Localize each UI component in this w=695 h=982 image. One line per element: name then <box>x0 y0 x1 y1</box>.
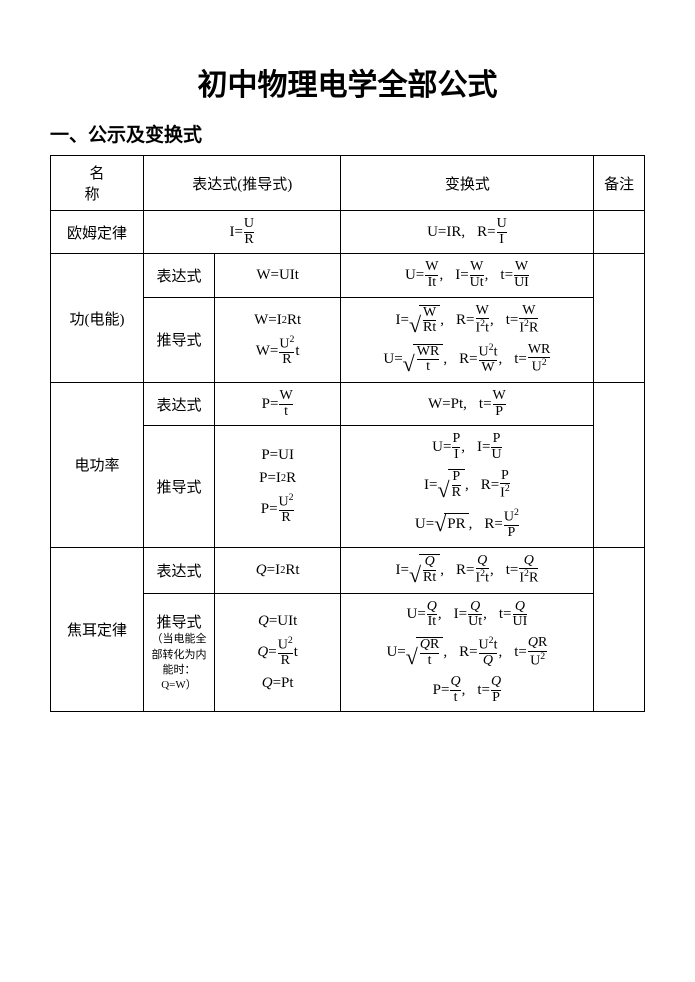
table-header-row: 名 称 表达式(推导式) 变换式 备注 <box>51 156 645 211</box>
cell-joule-derive-label: 推导式 <box>148 611 210 632</box>
cell-work-expr: W=UIt <box>214 254 340 297</box>
th-trans: 变换式 <box>341 156 594 211</box>
cell-ohm-trans: U=IR, R=UI <box>341 211 594 254</box>
cell-power-name: 电功率 <box>51 382 144 547</box>
cell-work-derive: W=I2Rt W=U2Rt <box>214 297 340 382</box>
cell-ohm-name: 欧姆定律 <box>51 211 144 254</box>
formula-table: 名 称 表达式(推导式) 变换式 备注 欧姆定律 I=UR U=IR, R=UI… <box>50 155 645 712</box>
cell-work-label-expr: 表达式 <box>144 254 215 297</box>
cell-power-derive-trans: U=PI, I=PU I=√PR, R=PI2 U=√PR, R=U2P <box>341 426 594 547</box>
cell-power-expr-trans: W=Pt, t=WP <box>341 382 594 425</box>
row-ohm: 欧姆定律 I=UR U=IR, R=UI <box>51 211 645 254</box>
th-expr: 表达式(推导式) <box>144 156 341 211</box>
cell-power-label-derive: 推导式 <box>144 426 215 547</box>
row-work-expr: 功(电能) 表达式 W=UIt U=WIt, I=WUt, t=WUI <box>51 254 645 297</box>
cell-joule-expr-trans: I=√QRt, R=QI2t, t=QI2R <box>341 547 594 593</box>
page-title: 初中物理电学全部公式 <box>50 60 645 104</box>
cell-ohm-note <box>594 211 645 254</box>
cell-joule-derive-trans: U=QIt, I=QUt, t=QUI U=√QRt, R=U2tQ, t=QR… <box>341 593 594 712</box>
cell-joule-subnote: （当电能全部转化为内能时：Q=W） <box>148 632 210 694</box>
th-note: 备注 <box>594 156 645 211</box>
cell-joule-label-expr: 表达式 <box>144 547 215 593</box>
cell-work-note <box>594 254 645 382</box>
cell-joule-expr: Q=I2Rt <box>214 547 340 593</box>
cell-joule-name: 焦耳定律 <box>51 547 144 712</box>
cell-ohm-expr: I=UR <box>144 211 341 254</box>
cell-work-name: 功(电能) <box>51 254 144 382</box>
cell-joule-label-derive: 推导式 （当电能全部转化为内能时：Q=W） <box>144 593 215 712</box>
page: 初中物理电学全部公式 一、公示及变换式 名 称 表达式(推导式) 变换式 备注 … <box>0 0 695 752</box>
cell-joule-derive: Q=UIt Q=U2Rt Q=Pt <box>214 593 340 712</box>
cell-work-label-derive: 推导式 <box>144 297 215 382</box>
row-power-expr: 电功率 表达式 P=Wt W=Pt, t=WP <box>51 382 645 425</box>
cell-work-expr-trans: U=WIt, I=WUt, t=WUI <box>341 254 594 297</box>
cell-power-derive: P=UI P=I2R P=U2R <box>214 426 340 547</box>
section-subtitle: 一、公示及变换式 <box>50 120 645 147</box>
cell-work-derive-trans: I=√WRt, R=WI2t, t=WI2R U=√WRt, R=U2tW, t… <box>341 297 594 382</box>
row-joule-expr: 焦耳定律 表达式 Q=I2Rt I=√QRt, R=QI2t, t=QI2R <box>51 547 645 593</box>
cell-power-label-expr: 表达式 <box>144 382 215 425</box>
th-name: 名 称 <box>51 156 144 211</box>
cell-joule-note <box>594 547 645 712</box>
cell-power-note <box>594 382 645 547</box>
cell-power-expr: P=Wt <box>214 382 340 425</box>
